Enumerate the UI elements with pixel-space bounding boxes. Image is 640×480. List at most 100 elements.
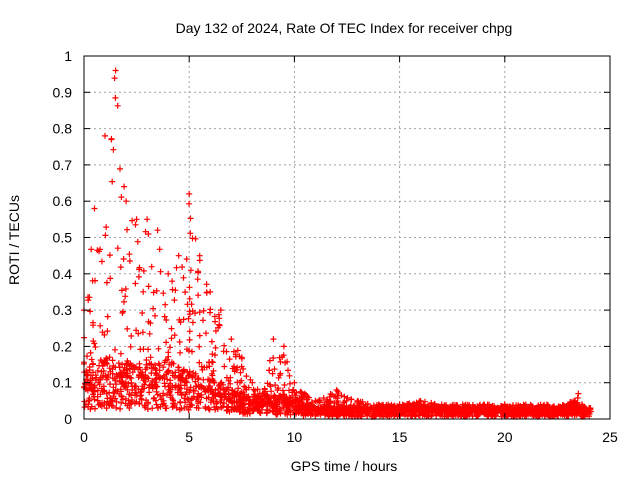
data-point — [111, 389, 118, 395]
data-point — [167, 394, 174, 401]
data-point — [133, 216, 140, 223]
data-point — [320, 395, 327, 401]
data-point — [167, 344, 173, 351]
data-point — [154, 227, 161, 234]
data-point — [207, 387, 214, 393]
data-point — [391, 403, 398, 410]
y-tick-label: 0 — [64, 411, 72, 427]
data-point — [195, 405, 202, 412]
data-point — [88, 356, 95, 363]
data-point — [160, 390, 167, 397]
data-point — [92, 344, 99, 350]
data-point — [284, 358, 291, 365]
data-point — [274, 396, 281, 403]
data-point — [281, 382, 288, 388]
data-point — [580, 405, 587, 412]
data-point — [381, 411, 388, 418]
data-point — [218, 394, 225, 401]
data-point — [326, 403, 333, 410]
data-point — [363, 408, 370, 414]
data-point — [417, 397, 424, 404]
data-point — [139, 310, 146, 316]
data-point — [103, 376, 110, 383]
data-point — [266, 367, 273, 374]
data-point — [146, 389, 153, 396]
data-point — [271, 392, 278, 399]
data-point — [101, 388, 108, 395]
data-point — [103, 224, 110, 231]
data-point — [109, 357, 116, 364]
data-point — [167, 386, 174, 393]
data-point — [122, 400, 129, 407]
data-point — [247, 397, 253, 404]
data-point — [91, 205, 98, 212]
data-point — [86, 367, 93, 373]
data-point — [127, 343, 134, 350]
data-point — [354, 397, 361, 404]
data-point — [554, 412, 561, 419]
data-point — [128, 375, 135, 382]
data-point — [302, 411, 309, 418]
data-point — [86, 397, 93, 404]
data-point — [137, 389, 144, 396]
data-point — [190, 387, 197, 394]
data-point — [81, 404, 88, 411]
data-point — [301, 390, 308, 397]
data-point — [400, 407, 407, 414]
data-point — [126, 251, 133, 258]
data-point — [189, 348, 195, 355]
data-point — [249, 379, 256, 386]
data-point — [235, 385, 242, 392]
data-point — [184, 346, 190, 353]
data-point — [153, 372, 160, 379]
data-point — [110, 146, 117, 153]
data-point — [121, 298, 127, 305]
data-point — [229, 404, 235, 411]
data-point — [205, 394, 212, 401]
data-point — [238, 354, 245, 361]
data-point — [165, 270, 172, 277]
data-point — [264, 407, 271, 414]
data-point — [110, 384, 117, 391]
data-point — [87, 377, 94, 384]
data-point — [224, 407, 231, 414]
data-point — [97, 376, 104, 383]
data-point — [238, 377, 245, 384]
data-point — [119, 396, 126, 403]
data-point — [239, 396, 246, 403]
data-point — [161, 380, 168, 387]
data-point — [92, 405, 98, 412]
data-point — [229, 390, 236, 397]
data-point — [391, 412, 398, 419]
data-point — [186, 336, 193, 343]
data-point — [215, 386, 222, 393]
data-point — [558, 407, 565, 414]
data-point — [156, 246, 163, 253]
data-point — [175, 364, 182, 371]
data-point — [83, 385, 90, 392]
data-point — [175, 252, 182, 259]
data-point — [124, 386, 131, 393]
data-point — [91, 384, 98, 391]
data-point — [284, 411, 291, 418]
axis-ticks: 0 5 10 15 20 25 0 0.1 0.2 0.3 0.4 0.5 0.6 0.7 0.8 0.9 1 — [53, 48, 618, 445]
data-point — [539, 408, 546, 415]
data-point — [375, 401, 382, 408]
data-point — [192, 370, 199, 377]
data-point — [164, 368, 171, 375]
data-point — [240, 366, 247, 372]
data-point — [348, 396, 355, 403]
data-point — [106, 365, 113, 372]
data-point — [457, 406, 464, 413]
data-point — [550, 403, 557, 410]
data-point — [116, 364, 123, 371]
data-point — [181, 405, 188, 411]
data-point — [559, 402, 566, 409]
data-point — [479, 407, 486, 414]
data-point — [212, 328, 219, 334]
data-point — [393, 408, 400, 415]
data-point — [209, 359, 216, 366]
data-point — [145, 375, 152, 382]
data-point — [401, 411, 408, 418]
data-point — [545, 402, 552, 409]
